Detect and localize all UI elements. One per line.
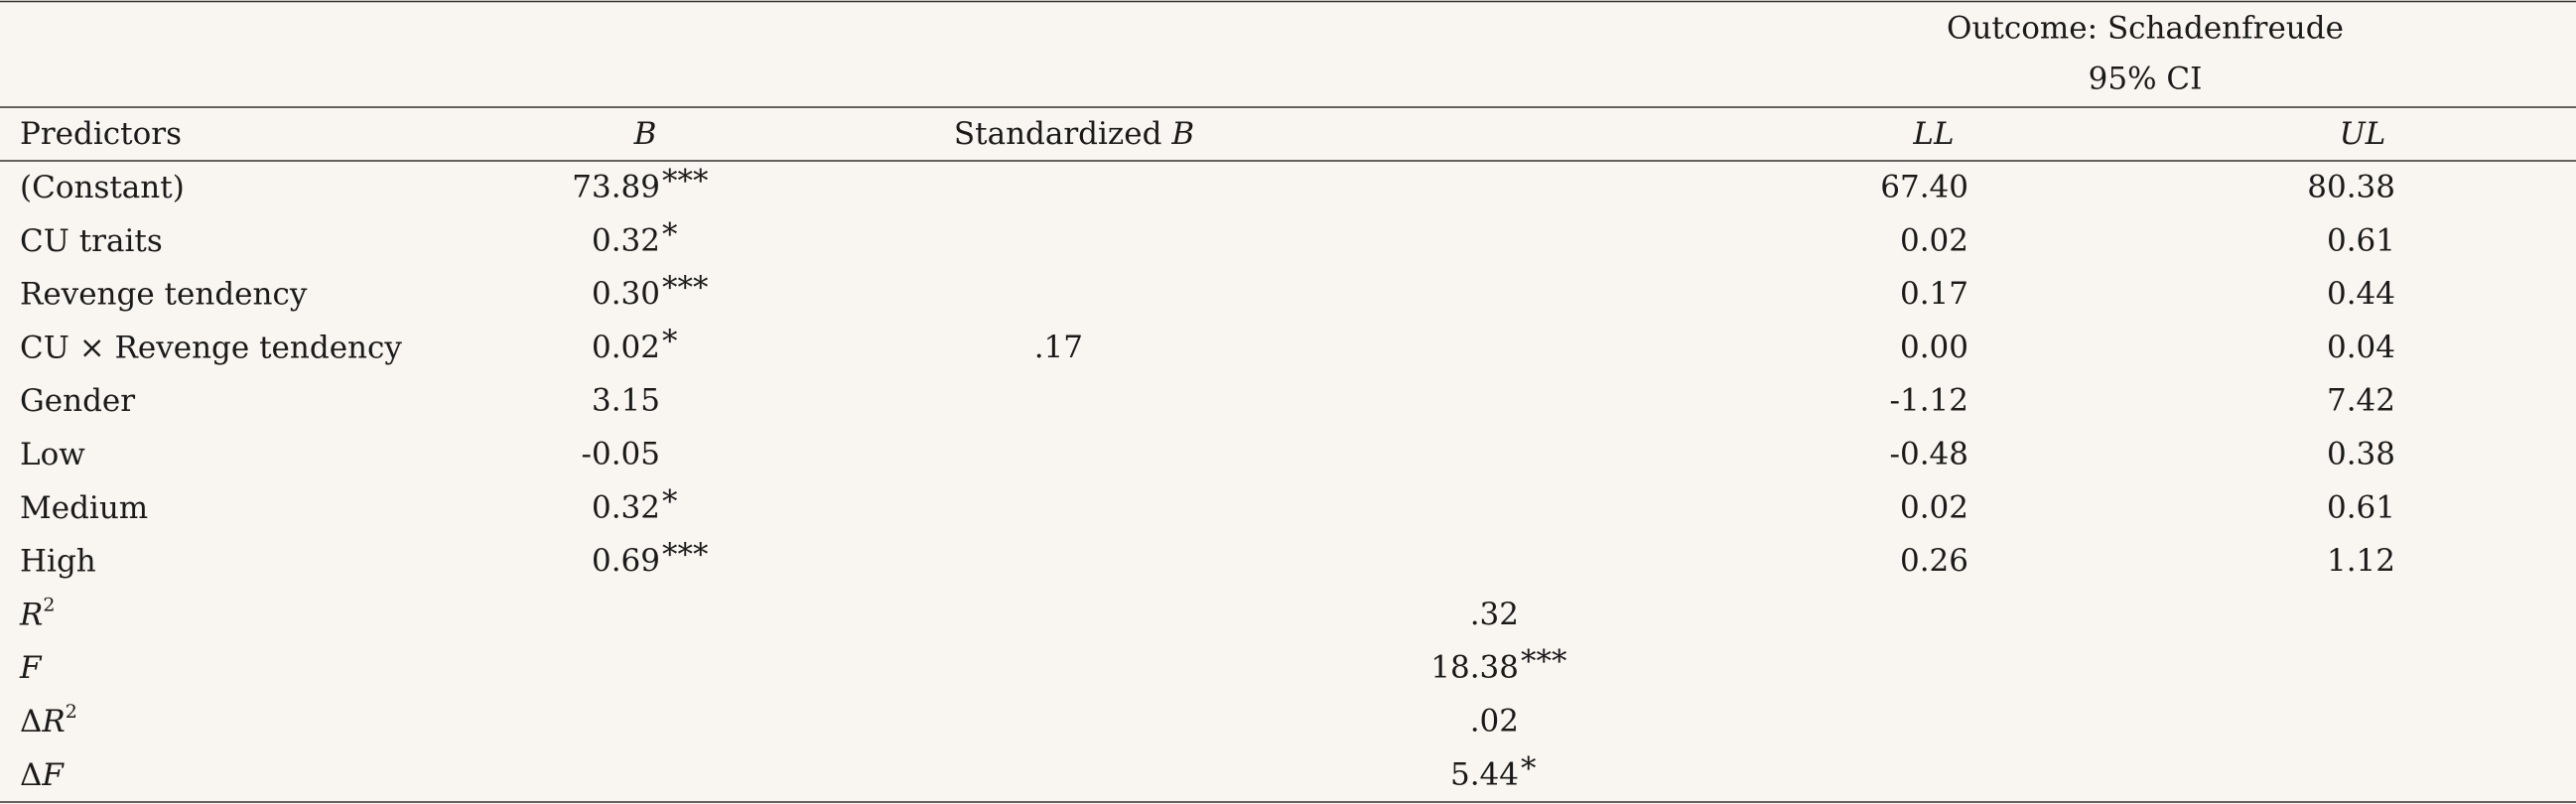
row-label: ΔR2 — [20, 701, 77, 739]
ul-value: 0.61 — [2327, 222, 2395, 258]
column-header-part: Predictors — [20, 116, 182, 152]
row-label: Revenge tendency — [20, 276, 308, 312]
ll-value: -1.12 — [1890, 383, 1969, 419]
ul-value: 1.12 — [2327, 543, 2395, 579]
row-label-part: F — [41, 756, 65, 792]
ul-value: 80.38 — [2307, 170, 2395, 205]
b-value: 0.30 — [592, 276, 660, 312]
column-header-part: B — [633, 116, 657, 152]
ll-value: 67.40 — [1880, 170, 1968, 205]
row-label-part: CU traits — [20, 222, 163, 258]
row-label: High — [20, 543, 96, 579]
row-label: Gender — [20, 383, 135, 419]
ul-value: 0.38 — [2327, 437, 2395, 472]
b-value: 73.89 — [572, 170, 660, 205]
significance: * — [662, 216, 678, 252]
row-label-part: F — [19, 650, 43, 686]
b-value: 0.02 — [592, 330, 660, 365]
column-header-part: Standardized — [954, 116, 1171, 152]
ul-value: 7.42 — [2327, 383, 2395, 419]
outcome-title: Outcome: Schadenfreude — [1947, 11, 2344, 47]
significance: *** — [1521, 644, 1567, 680]
row-label: (Constant) — [20, 170, 185, 205]
row-label-part: Δ — [20, 704, 42, 739]
significance: * — [662, 324, 678, 359]
row-label-part: High — [20, 543, 96, 579]
row-label-part: Low — [20, 437, 85, 472]
model-stat: .02 — [1470, 704, 1519, 739]
row-label: CU traits — [20, 222, 163, 258]
row-label: R2 — [19, 594, 55, 632]
ci-label: 95% CI — [2089, 62, 2203, 97]
ll-value: 0.17 — [1900, 276, 1968, 312]
ll-value: -0.48 — [1890, 437, 1969, 472]
row-label: Low — [20, 437, 85, 472]
row-label-part: CU × Revenge tendency — [20, 330, 402, 365]
column-header: Predictors — [20, 116, 182, 152]
column-header-part: LL — [1912, 116, 1954, 152]
ll-value: 0.02 — [1900, 222, 1968, 258]
model-stat: 5.44 — [1450, 756, 1519, 792]
significance: *** — [662, 164, 709, 200]
row-label-part: Revenge tendency — [20, 276, 308, 312]
row-label-part: R — [41, 704, 65, 739]
row-label: F — [19, 650, 43, 686]
row-label: ΔF — [20, 756, 65, 792]
model-stat: 18.38 — [1430, 650, 1519, 686]
column-header: UL — [2340, 116, 2386, 152]
row-label: CU × Revenge tendency — [20, 330, 402, 365]
ul-value: 0.61 — [2327, 489, 2395, 525]
model-stat: .32 — [1470, 597, 1519, 632]
ul-value: 0.04 — [2327, 330, 2395, 365]
column-header-part: B — [1170, 116, 1194, 152]
column-header: LL — [1912, 116, 1954, 152]
b-value: 0.69 — [592, 543, 660, 579]
row-label-part: Medium — [20, 489, 148, 525]
row-label-part: 2 — [43, 594, 55, 615]
significance: * — [662, 483, 678, 519]
significance: * — [1521, 750, 1537, 786]
b-value: -0.05 — [582, 437, 661, 472]
row-label-part: Δ — [20, 756, 42, 792]
std-b-value: .17 — [1034, 330, 1083, 365]
column-header-part: UL — [2340, 116, 2386, 152]
b-value: 0.32 — [592, 222, 660, 258]
significance: *** — [662, 537, 709, 573]
ll-value: 0.02 — [1900, 489, 1968, 525]
ul-value: 0.44 — [2327, 276, 2395, 312]
ll-value: 0.00 — [1900, 330, 1968, 365]
column-header: Standardized B — [954, 116, 1194, 152]
row-label-part: 2 — [66, 701, 77, 723]
b-value: 3.15 — [592, 383, 660, 419]
row-label-part: R — [19, 597, 43, 632]
row-label: Medium — [20, 489, 148, 525]
column-header: B — [633, 116, 657, 152]
row-label-part: Gender — [20, 383, 135, 419]
significance: *** — [662, 270, 709, 306]
b-value: 0.32 — [592, 489, 660, 525]
ll-value: 0.26 — [1900, 543, 1968, 579]
row-label-part: (Constant) — [20, 170, 185, 205]
